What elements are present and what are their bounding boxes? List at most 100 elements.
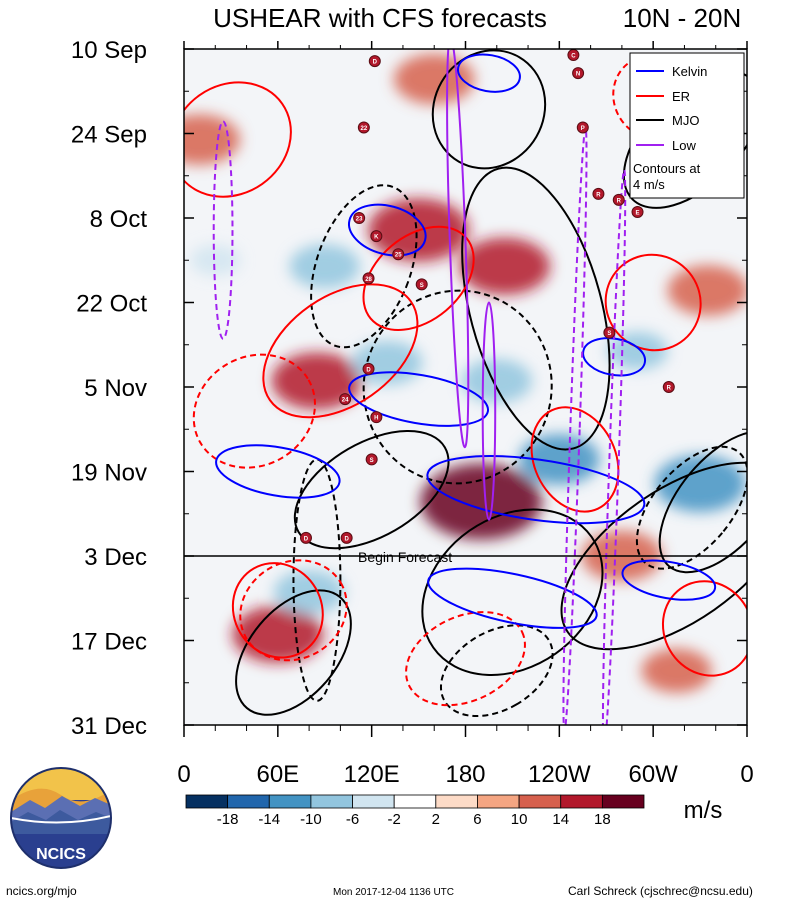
contour-er-19 [362,225,475,331]
storm-marker-label-15: P [581,126,585,132]
anomaly-blob-9 [641,648,712,693]
colorbar-label-6: 6 [473,811,481,828]
storm-marker-label-17: R [617,198,622,204]
storm-marker-label-11: D [304,536,309,542]
storm-marker-16 [592,187,605,200]
legend-label-mjo: MJO [672,113,699,128]
y-tick-label-3: 22 Oct [76,291,147,318]
contour-er-14 [262,283,419,419]
storm-marker-label-7: D [366,367,371,373]
legend-label-low: Low [672,138,696,153]
colorbar-label-3: -6 [346,811,359,828]
colorbar-label-9: 18 [594,811,611,828]
storm-marker-9 [370,411,383,424]
x-tick-label-1: 60E [256,761,299,788]
storm-marker-label-18: S [607,331,611,337]
y-tick-label-1: 24 Sep [71,122,147,149]
colorbar-swatch-6 [435,794,478,809]
contour-mjo-9 [310,184,418,349]
y-tick-label-8: 31 Dec [71,713,147,740]
storm-marker-10 [365,453,378,466]
storm-marker-6 [415,278,428,291]
colorbar-swatch-9 [560,794,603,809]
anomaly-blob-2 [459,237,551,295]
colorbar-swatch-0 [185,794,229,809]
storm-marker-0 [368,55,381,68]
site-url: ncics.org/mjo [6,884,77,898]
colorbar-label-8: 14 [552,811,569,828]
colorbar-swatch-8 [518,794,562,809]
storm-marker-label-0: D [373,60,378,66]
y-tick-label-7: 17 Dec [71,629,147,656]
anomaly-blob-5 [667,265,747,316]
contour-kelvin-29 [348,203,427,257]
colorbar-swatch-10 [601,794,645,809]
colorbar-swatch-7 [477,794,520,809]
colorbar: -18 -14 -10 -6 -2 2 6 10 14 18 [185,794,645,828]
anomaly-blob-3 [184,114,240,165]
contour-mjo-6 [431,49,547,170]
x-tick-label-6: 0 [740,761,753,788]
storm-marker-label-13: C [571,54,576,60]
contour-kelvin-31 [582,337,647,377]
contour-mjo-0 [461,166,611,451]
x-axis: 0 60E 120E 180 120W 60W 0 [177,41,754,788]
contour-er-15 [530,406,620,513]
storm-marker-label-20: E [636,210,640,216]
contour-mjo-3 [235,589,352,716]
storm-marker-11 [299,531,312,544]
legend-label-er: ER [672,89,690,104]
begin-forecast-label: Begin Forecast [358,549,452,565]
author-credit: Carl Schreck (cjschrec@ncsu.edu) [568,884,753,898]
wave-contours [184,49,747,725]
legend: Kelvin ER MJO Low Contours at 4 m/s [629,52,745,199]
y-tick-label-6: 3 Dec [84,544,147,571]
y-axis: 10 Sep 24 Sep 8 Oct 22 Oct 5 Nov 19 Nov 3 Dec 1… [71,37,747,740]
x-tick-label-4: 120W [528,761,591,788]
storm-marker-17 [612,193,625,206]
anomaly-blob-4 [271,352,363,410]
x-tick-label-0: 0 [177,761,190,788]
contour-low-32 [446,49,470,449]
x-tick-label-3: 180 [445,761,485,788]
contour-er-18 [231,562,324,659]
anomaly-blob-1 [420,463,542,540]
storm-marker-1 [357,121,370,134]
storm-marker-18 [603,326,616,339]
anomaly-blob-14 [289,244,360,289]
colorbar-label-5: 2 [432,811,440,828]
anomaly-blob-7 [232,606,324,663]
colorbar-label-7: 10 [511,811,528,828]
storm-marker-12 [340,531,353,544]
contour-kelvin-28 [621,559,717,601]
storm-marker-15 [576,121,589,134]
contour-er-17 [604,253,702,352]
storm-marker-label-10: S [370,458,374,464]
storm-marker-7 [362,362,375,375]
anomaly-blob-17 [461,358,532,403]
storm-marker-label-16: R [596,192,601,198]
y-tick-label-4: 5 Nov [84,375,147,402]
storm-marker-label-4: 25 [395,253,402,259]
contour-mjo-5 [658,430,747,574]
contour-er-16 [661,580,747,677]
colorbar-swatch-2 [268,794,312,809]
ncics-logo: NCICS [10,767,112,869]
contour-er-22 [239,559,348,662]
latitude-band-label: 10N - 20N [623,3,742,33]
contour-low-36 [601,168,627,725]
contour-kelvin-26 [427,567,598,629]
contour-low-34 [212,120,234,340]
storm-marker-19 [662,381,675,393]
timestamp: Mon 2017-12-04 1136 UTC [333,887,454,898]
colorbar-units: m/s [684,797,723,824]
x-tick-label-2: 120E [344,761,400,788]
storm-marker-label-3: K [374,235,379,241]
colorbar-label-1: -14 [258,811,280,828]
storm-marker-4 [392,248,405,261]
anomaly-blob-16 [190,244,241,276]
contour-mjo-12 [439,624,554,718]
legend-contour-note: Contours at 4 m/s [633,161,704,192]
colorbar-label-0: -18 [217,811,239,828]
contour-low-33 [481,301,497,521]
